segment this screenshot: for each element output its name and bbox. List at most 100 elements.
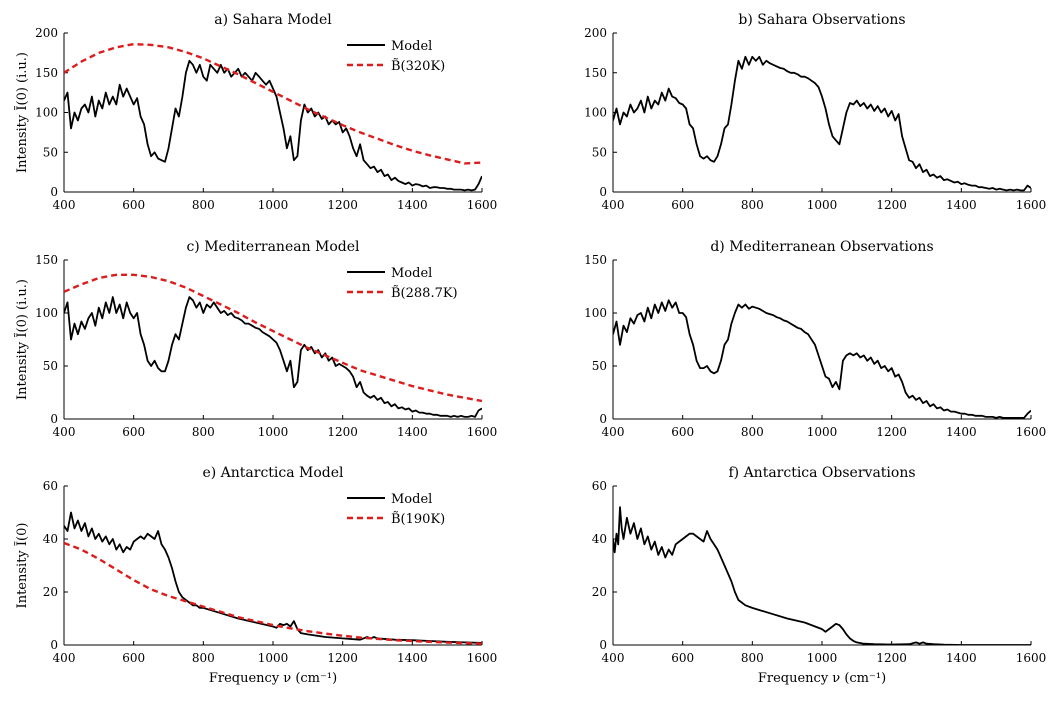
chart-title: b) Sahara Observations bbox=[738, 12, 905, 28]
x-tick-label: 1000 bbox=[807, 651, 838, 665]
x-tick-label: 400 bbox=[602, 425, 625, 439]
x-tick-label: 1200 bbox=[876, 651, 907, 665]
y-axis-label: Intensity Ĩ(0) bbox=[14, 523, 30, 609]
chart-panel-4: d) Mediterranean Observations 400 600 800 10… bbox=[584, 239, 1046, 439]
y-tick-label: 150 bbox=[35, 253, 58, 267]
x-tick-label: 1600 bbox=[1016, 425, 1047, 439]
y-tick-label: 20 bbox=[43, 585, 58, 599]
y-tick-label: 40 bbox=[43, 532, 58, 546]
x-tick-label: 800 bbox=[192, 198, 215, 212]
x-tick-label: 1000 bbox=[807, 198, 838, 212]
x-tick-label: 1400 bbox=[397, 425, 428, 439]
y-tick-label: 50 bbox=[592, 359, 607, 373]
chart-title: f) Antarctica Observations bbox=[728, 465, 915, 481]
chart-title: e) Antarctica Model bbox=[202, 465, 344, 481]
x-tick-label: 400 bbox=[53, 198, 76, 212]
y-axis-label: Intensity Ĩ(0) (i.u.) bbox=[14, 279, 30, 400]
x-tick-label: 1400 bbox=[946, 425, 977, 439]
x-tick-label: 400 bbox=[53, 651, 76, 665]
chart-title: c) Mediterranean Model bbox=[186, 239, 360, 255]
y-tick-label: 200 bbox=[35, 26, 58, 40]
chart-title: d) Mediterranean Observations bbox=[710, 239, 933, 255]
x-tick-label: 1200 bbox=[876, 425, 907, 439]
model-series-line bbox=[64, 59, 482, 192]
x-tick-label: 800 bbox=[741, 198, 764, 212]
x-tick-label: 800 bbox=[741, 425, 764, 439]
y-tick-label: 20 bbox=[592, 585, 607, 599]
x-tick-label: 1600 bbox=[1016, 198, 1047, 212]
x-tick-label: 400 bbox=[602, 198, 625, 212]
y-tick-label: 100 bbox=[35, 106, 58, 120]
y-tick-label: 0 bbox=[599, 185, 607, 199]
x-tick-label: 800 bbox=[192, 425, 215, 439]
x-tick-label: 400 bbox=[53, 425, 76, 439]
y-tick-label: 150 bbox=[584, 66, 607, 80]
legend-entry: Model bbox=[391, 266, 432, 281]
blackbody-series-line bbox=[64, 42, 482, 165]
x-tick-label: 1000 bbox=[807, 425, 838, 439]
model-series-line bbox=[64, 511, 482, 644]
x-tick-label: 1600 bbox=[1016, 651, 1047, 665]
x-axis-label: Frequency ν (cm⁻¹) bbox=[758, 671, 886, 686]
y-tick-label: 60 bbox=[43, 479, 58, 493]
model-series-line bbox=[613, 506, 1031, 645]
x-tick-label: 1400 bbox=[397, 651, 428, 665]
x-tick-label: 1600 bbox=[467, 425, 498, 439]
x-tick-label: 600 bbox=[671, 425, 694, 439]
x-tick-label: 1400 bbox=[946, 198, 977, 212]
y-tick-label: 50 bbox=[43, 145, 58, 159]
x-tick-label: 600 bbox=[122, 425, 145, 439]
y-tick-label: 60 bbox=[592, 479, 607, 493]
y-tick-label: 50 bbox=[592, 145, 607, 159]
x-tick-label: 400 bbox=[602, 651, 625, 665]
y-tick-label: 0 bbox=[50, 638, 58, 652]
y-tick-label: 150 bbox=[584, 253, 607, 267]
x-tick-label: 1000 bbox=[258, 198, 289, 212]
y-tick-label: 150 bbox=[35, 66, 58, 80]
blackbody-series-line bbox=[64, 541, 482, 645]
chart-title: a) Sahara Model bbox=[214, 12, 332, 28]
y-tick-label: 0 bbox=[50, 412, 58, 426]
blackbody-series-line bbox=[64, 273, 482, 403]
y-tick-label: 100 bbox=[35, 306, 58, 320]
x-tick-label: 1200 bbox=[327, 198, 358, 212]
y-tick-label: 0 bbox=[599, 412, 607, 426]
y-axis-label: Intensity Ĩ(0) (i.u.) bbox=[14, 52, 30, 173]
y-tick-label: 100 bbox=[584, 306, 607, 320]
y-tick-label: 0 bbox=[50, 185, 58, 199]
x-tick-label: 1400 bbox=[946, 651, 977, 665]
x-axis-label: Frequency ν (cm⁻¹) bbox=[209, 671, 337, 686]
model-series-line bbox=[613, 299, 1031, 419]
y-tick-label: 0 bbox=[599, 638, 607, 652]
y-tick-label: 40 bbox=[592, 532, 607, 546]
x-tick-label: 800 bbox=[741, 651, 764, 665]
y-tick-label: 100 bbox=[584, 106, 607, 120]
x-tick-label: 600 bbox=[122, 198, 145, 212]
legend-entry: B̃(288.7K) bbox=[391, 285, 458, 301]
y-tick-label: 200 bbox=[584, 26, 607, 40]
x-tick-label: 600 bbox=[671, 198, 694, 212]
x-tick-label: 1200 bbox=[327, 425, 358, 439]
y-tick-label: 50 bbox=[43, 359, 58, 373]
legend-entry: Model bbox=[391, 492, 432, 507]
x-tick-label: 1600 bbox=[467, 198, 498, 212]
x-tick-label: 1200 bbox=[876, 198, 907, 212]
legend-entry: B̃(190K) bbox=[391, 511, 445, 527]
x-tick-label: 1400 bbox=[397, 198, 428, 212]
legend-entry: Model bbox=[391, 39, 432, 54]
model-series-line bbox=[64, 296, 482, 418]
x-tick-label: 800 bbox=[192, 651, 215, 665]
x-tick-label: 600 bbox=[671, 651, 694, 665]
x-tick-label: 1600 bbox=[467, 651, 498, 665]
x-tick-label: 1200 bbox=[327, 651, 358, 665]
x-tick-label: 1000 bbox=[258, 425, 289, 439]
model-series-line bbox=[613, 55, 1031, 192]
x-tick-label: 600 bbox=[122, 651, 145, 665]
x-tick-label: 1000 bbox=[258, 651, 289, 665]
